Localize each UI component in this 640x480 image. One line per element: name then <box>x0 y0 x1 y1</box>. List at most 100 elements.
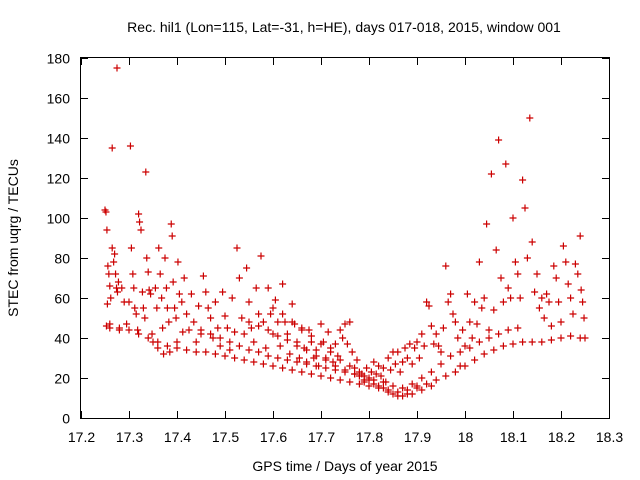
data-point <box>334 352 342 360</box>
x-tick-label: 17.4 <box>164 429 191 445</box>
data-point <box>235 342 243 350</box>
data-point <box>499 342 507 350</box>
data-point <box>169 278 177 286</box>
data-point <box>108 144 116 152</box>
y-tick-label: 0 <box>62 411 70 427</box>
data-point <box>197 326 205 334</box>
data-point <box>143 254 151 262</box>
data-point <box>154 344 162 352</box>
data-point <box>550 262 558 270</box>
data-point <box>271 296 279 304</box>
data-point <box>485 334 493 342</box>
data-point <box>399 384 407 392</box>
data-point <box>262 344 270 352</box>
data-point <box>183 310 191 318</box>
data-point <box>322 356 330 364</box>
data-point <box>353 356 361 364</box>
y-tick-label: 120 <box>47 171 71 187</box>
data-point <box>331 362 339 370</box>
data-point <box>545 298 553 306</box>
data-point <box>288 300 296 308</box>
data-point <box>564 280 572 288</box>
data-point <box>490 306 498 314</box>
data-point <box>514 270 522 278</box>
data-point <box>162 284 170 292</box>
data-point <box>125 326 133 334</box>
data-point <box>514 324 522 332</box>
data-point <box>238 314 246 322</box>
data-point <box>492 246 500 254</box>
data-point <box>173 344 181 352</box>
data-point <box>327 374 335 382</box>
data-point <box>454 334 462 342</box>
data-point <box>562 258 570 266</box>
data-point <box>370 358 378 366</box>
data-point <box>555 298 563 306</box>
data-point <box>415 354 423 362</box>
data-point <box>144 268 152 276</box>
data-point <box>411 344 419 352</box>
data-point <box>141 314 149 322</box>
data-point <box>172 314 180 322</box>
data-point <box>423 298 431 306</box>
data-point <box>370 380 378 388</box>
data-point <box>267 310 275 318</box>
data-point <box>336 376 344 384</box>
data-point <box>413 382 421 390</box>
chart-title: Rec. hil1 (Lon=115, Lat=-31, h=HE), days… <box>127 19 561 35</box>
data-point <box>178 298 186 306</box>
data-point <box>105 270 113 278</box>
data-point <box>148 330 156 338</box>
data-point <box>255 322 263 330</box>
data-point <box>231 328 239 336</box>
data-point <box>281 318 289 326</box>
data-point <box>118 284 126 292</box>
data-point <box>574 270 582 278</box>
data-point <box>475 258 483 266</box>
data-point <box>243 264 251 272</box>
y-tick-label: 100 <box>47 211 71 227</box>
data-point <box>447 352 455 360</box>
data-point <box>389 390 397 398</box>
data-point <box>523 254 531 262</box>
data-point <box>348 348 356 356</box>
data-point <box>483 220 491 228</box>
data-point <box>504 284 512 292</box>
data-point <box>399 358 407 366</box>
data-point <box>132 310 140 318</box>
data-point <box>490 346 498 354</box>
y-tick-label: 180 <box>47 51 71 67</box>
data-point <box>269 362 277 370</box>
data-point <box>427 382 435 390</box>
data-point <box>298 368 306 376</box>
data-point <box>154 338 162 346</box>
data-point <box>108 244 116 252</box>
data-point <box>204 304 212 312</box>
data-point <box>158 294 166 302</box>
data-point <box>145 286 153 294</box>
data-point <box>576 232 584 240</box>
x-axis: 17.2 17.3 17.4 17.5 17.6 17.7 17.8 17.9 18 18.1 18… <box>68 58 623 445</box>
data-point <box>255 310 263 318</box>
data-point <box>317 340 325 348</box>
data-point <box>372 370 380 378</box>
data-point <box>480 350 488 358</box>
data-point <box>207 314 215 322</box>
data-point <box>131 304 139 312</box>
data-point <box>413 338 421 346</box>
data-point <box>343 340 351 348</box>
data-point <box>535 304 543 312</box>
data-point <box>274 318 282 326</box>
data-point <box>394 348 402 356</box>
data-point <box>471 356 479 364</box>
data-point <box>336 326 344 334</box>
data-point <box>202 288 210 296</box>
data-point <box>135 330 143 338</box>
data-point <box>153 304 161 312</box>
data-point <box>187 290 195 298</box>
data-point <box>461 342 469 350</box>
data-point <box>375 382 383 390</box>
data-point <box>423 380 431 388</box>
data-point <box>207 330 215 338</box>
